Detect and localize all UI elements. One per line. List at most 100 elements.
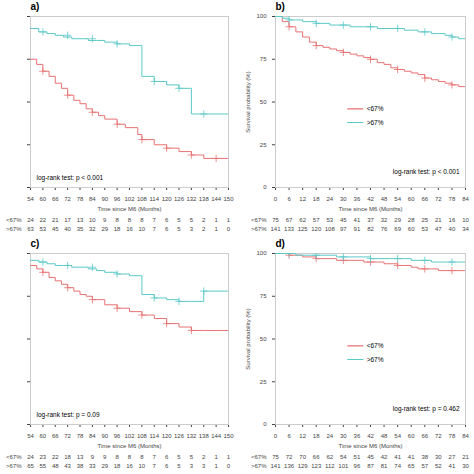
svg-text:8: 8 (115, 217, 119, 223)
svg-text:67: 67 (286, 217, 293, 223)
svg-text:60: 60 (408, 433, 415, 439)
svg-text:50: 50 (260, 336, 267, 342)
svg-text:43: 43 (64, 463, 71, 469)
svg-text:24: 24 (27, 454, 34, 460)
svg-text:38: 38 (421, 454, 428, 460)
svg-text:62: 62 (299, 217, 306, 223)
svg-text:84: 84 (89, 433, 96, 439)
svg-text:141: 141 (270, 463, 281, 469)
svg-text:54: 54 (27, 196, 34, 202)
svg-text:29: 29 (101, 226, 108, 232)
svg-text:66: 66 (52, 196, 59, 202)
svg-text:Time since M6 (Months): Time since M6 (Months) (97, 443, 161, 449)
svg-text:2: 2 (202, 454, 206, 460)
svg-text:33: 33 (89, 463, 96, 469)
svg-text:18: 18 (64, 454, 71, 460)
svg-text:42: 42 (367, 196, 374, 202)
svg-text:18: 18 (313, 196, 320, 202)
svg-text:8: 8 (140, 217, 144, 223)
svg-text:6: 6 (165, 226, 169, 232)
svg-text:55: 55 (40, 463, 47, 469)
svg-text:60: 60 (408, 196, 415, 202)
svg-text:45: 45 (340, 217, 347, 223)
svg-text:81: 81 (381, 463, 388, 469)
svg-text:24: 24 (27, 217, 34, 223)
svg-text:22: 22 (52, 454, 59, 460)
svg-text:52: 52 (435, 463, 442, 469)
svg-text:d): d) (276, 238, 285, 249)
svg-text:120: 120 (311, 226, 322, 232)
svg-text:29: 29 (394, 217, 401, 223)
svg-text:8: 8 (128, 454, 132, 460)
svg-text:50: 50 (260, 99, 267, 105)
svg-text:>67%: >67% (6, 463, 22, 469)
svg-text:75: 75 (260, 293, 267, 299)
svg-text:6: 6 (165, 463, 169, 469)
svg-text:126: 126 (174, 433, 185, 439)
svg-text:27: 27 (449, 454, 456, 460)
svg-text:60: 60 (408, 226, 415, 232)
svg-text:32: 32 (381, 217, 388, 223)
svg-text:78: 78 (77, 433, 84, 439)
svg-text:<67%: <67% (6, 217, 22, 223)
svg-text:101: 101 (338, 463, 349, 469)
svg-text:63: 63 (27, 226, 34, 232)
svg-text:48: 48 (381, 196, 388, 202)
svg-text:48: 48 (381, 433, 388, 439)
svg-text:57: 57 (313, 217, 320, 223)
svg-text:1: 1 (227, 217, 231, 223)
svg-text:2: 2 (202, 217, 206, 223)
svg-text:114: 114 (149, 196, 159, 202)
svg-text:72: 72 (64, 196, 71, 202)
svg-text:18: 18 (313, 433, 320, 439)
svg-text:5: 5 (190, 454, 194, 460)
svg-text:Survival probability (%): Survival probability (%) (245, 71, 251, 132)
svg-text:0: 0 (227, 463, 231, 469)
svg-text:6: 6 (287, 433, 291, 439)
svg-text:25: 25 (260, 142, 267, 148)
svg-text:132: 132 (186, 433, 197, 439)
svg-text:8: 8 (140, 454, 144, 460)
svg-text:30: 30 (462, 463, 469, 469)
svg-text:16: 16 (126, 463, 133, 469)
svg-text:66: 66 (421, 196, 428, 202)
svg-text:Time since M6 (Months): Time since M6 (Months) (338, 206, 402, 212)
svg-text:65: 65 (408, 463, 415, 469)
svg-text:41: 41 (354, 217, 361, 223)
svg-text:13: 13 (77, 454, 84, 460)
svg-text:16: 16 (126, 226, 133, 232)
svg-text:13: 13 (77, 217, 84, 223)
svg-text:7: 7 (153, 454, 157, 460)
svg-text:<67%: <67% (6, 454, 22, 460)
svg-text:129: 129 (298, 463, 309, 469)
svg-text:5: 5 (190, 217, 194, 223)
svg-text:<67%: <67% (251, 454, 267, 460)
svg-text:120: 120 (162, 196, 173, 202)
svg-text:23: 23 (40, 454, 47, 460)
svg-text:5: 5 (177, 463, 181, 469)
svg-text:66: 66 (313, 454, 320, 460)
svg-text:1: 1 (214, 454, 218, 460)
svg-text:108: 108 (137, 433, 148, 439)
svg-text:75: 75 (272, 454, 279, 460)
svg-text:91: 91 (354, 226, 361, 232)
svg-text:24: 24 (326, 433, 333, 439)
svg-text:138: 138 (199, 196, 210, 202)
svg-text:54: 54 (394, 196, 401, 202)
svg-text:40: 40 (64, 226, 71, 232)
svg-text:log-rank test: p < 0.001: log-rank test: p < 0.001 (393, 168, 460, 176)
svg-text:69: 69 (394, 226, 401, 232)
svg-text:1: 1 (214, 217, 218, 223)
svg-text:144: 144 (211, 196, 222, 202)
svg-text:53: 53 (421, 226, 428, 232)
svg-text:30: 30 (435, 454, 442, 460)
svg-text:78: 78 (449, 196, 456, 202)
svg-text:112: 112 (325, 463, 335, 469)
svg-text:<67%: <67% (367, 342, 384, 349)
svg-text:54: 54 (27, 433, 34, 439)
svg-text:41: 41 (408, 454, 415, 460)
svg-text:51: 51 (354, 454, 361, 460)
svg-text:102: 102 (124, 196, 135, 202)
svg-text:60: 60 (40, 433, 47, 439)
svg-text:100: 100 (256, 250, 267, 256)
